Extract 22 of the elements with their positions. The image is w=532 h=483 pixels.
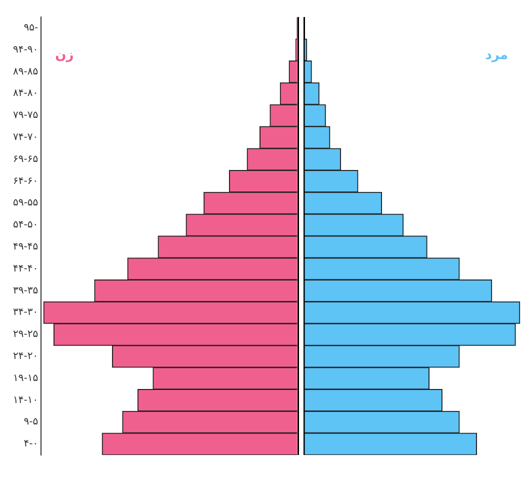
y-tick-label: ۶۹-۶۵ <box>13 154 38 165</box>
y-tick-label: ۳۴-۳۰ <box>13 307 38 318</box>
text: مرد <box>485 48 508 63</box>
y-tick-label: ۱۴-۱۰ <box>13 394 38 406</box>
y-tick-label: ۷۹-۷۵ <box>13 110 38 122</box>
y-tick-label: ۵۴-۵۰ <box>13 220 38 231</box>
y-tick-label: ۱۹-۱۵ <box>13 372 38 384</box>
y-tick-label: ۹۴-۹۰ <box>13 44 38 56</box>
y-tick-label: ۴-۰ <box>24 438 38 450</box>
y-tick-label: ۸۹-۸۵ <box>13 66 38 78</box>
y-tick-label: ۲۹-۲۵ <box>13 329 38 340</box>
y-tick-label: ۵۹-۵۵ <box>13 198 38 209</box>
y-tick-label: ۷۴-۷۰ <box>13 132 38 144</box>
y-tick-label: ۳۹-۳۵ <box>13 285 38 296</box>
y-tick-label: ۶۴-۶۰ <box>13 176 38 187</box>
text: زن <box>55 48 74 63</box>
y-tick-label: ۴۴-۴۰ <box>13 263 38 274</box>
y-tick-label: ۲۴-۲۰ <box>13 351 38 362</box>
y-tick-label: ۴۹-۴۵ <box>13 242 38 253</box>
y-tick-label: ۹-۵ <box>24 416 38 428</box>
y-tick-label: ۸۴-۸۰ <box>13 88 38 100</box>
y-tick-label: ۹۵- <box>24 22 38 34</box>
